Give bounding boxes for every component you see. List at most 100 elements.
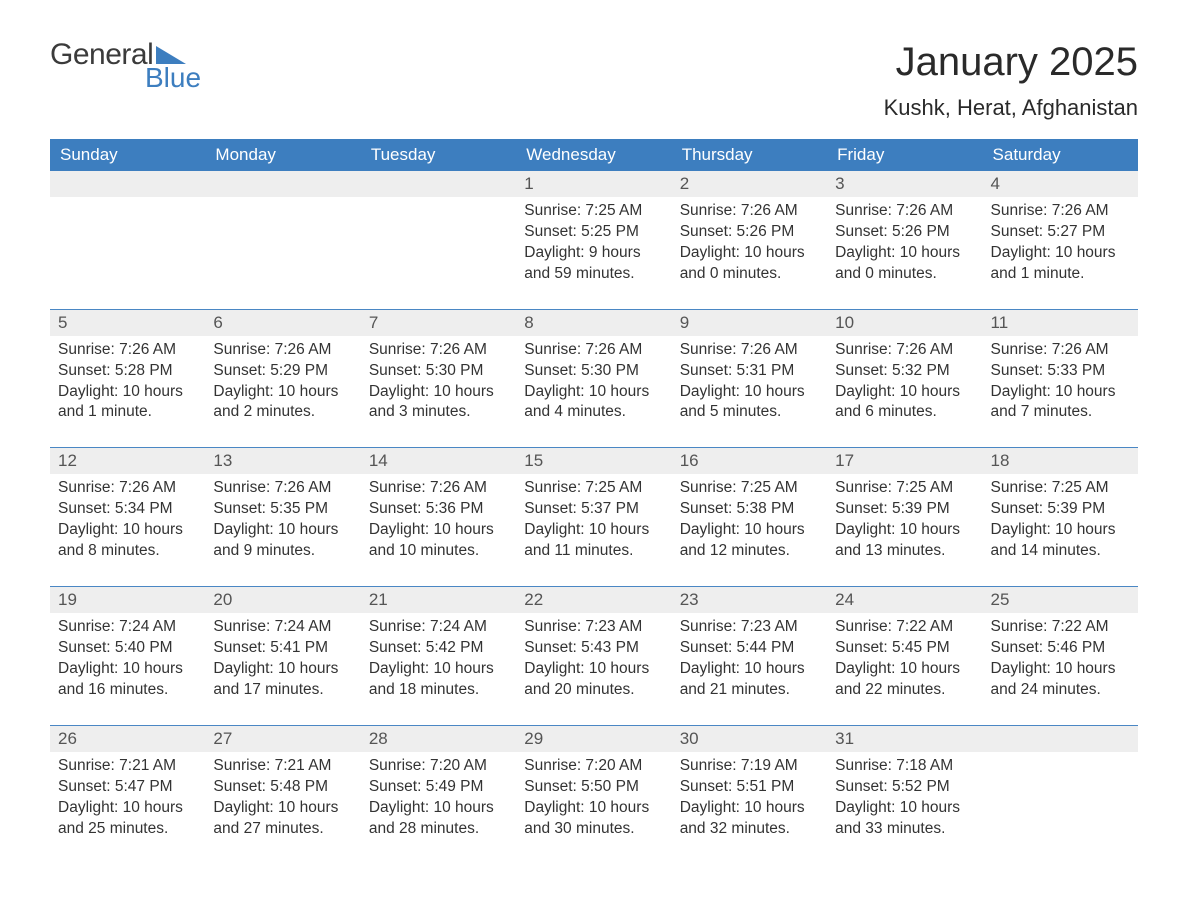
day-dl1-text: Daylight: 10 hours — [369, 659, 508, 680]
calendar-day-cell: 26Sunrise: 7:21 AMSunset: 5:47 PMDayligh… — [50, 725, 205, 863]
calendar-day-cell: 21Sunrise: 7:24 AMSunset: 5:42 PMDayligh… — [361, 587, 516, 726]
day-sunset-text: Sunset: 5:28 PM — [58, 361, 197, 382]
day-body: Sunrise: 7:26 AMSunset: 5:35 PMDaylight:… — [205, 474, 360, 562]
calendar-week-row: 5Sunrise: 7:26 AMSunset: 5:28 PMDaylight… — [50, 309, 1138, 448]
day-dl1-text: Daylight: 10 hours — [213, 520, 352, 541]
day-number: 9 — [672, 310, 827, 336]
day-body: Sunrise: 7:21 AMSunset: 5:48 PMDaylight:… — [205, 752, 360, 840]
day-number: 11 — [983, 310, 1138, 336]
day-number: 17 — [827, 448, 982, 474]
day-number: 27 — [205, 726, 360, 752]
day-number: 6 — [205, 310, 360, 336]
logo-text-general: General — [50, 40, 153, 70]
day-number: 16 — [672, 448, 827, 474]
page-header: General Blue January 2025 Kushk, Herat, … — [50, 40, 1138, 121]
day-number: 18 — [983, 448, 1138, 474]
calendar-day-cell: 6 Sunrise: 7:26 AMSunset: 5:29 PMDaylight… — [205, 309, 360, 448]
day-dl2-text: and 28 minutes. — [369, 819, 508, 840]
calendar-day-cell — [361, 171, 516, 309]
calendar-day-cell: 23Sunrise: 7:23 AMSunset: 5:44 PMDayligh… — [672, 587, 827, 726]
day-dl1-text: Daylight: 10 hours — [213, 382, 352, 403]
calendar-day-cell: 18 Sunrise: 7:25 AMSunset: 5:39 PMDayligh… — [983, 448, 1138, 587]
calendar-day-cell — [205, 171, 360, 309]
day-dl1-text: Daylight: 10 hours — [991, 520, 1130, 541]
calendar-day-cell: 13Sunrise: 7:26 AMSunset: 5:35 PMDayligh… — [205, 448, 360, 587]
day-body: Sunrise: 7:20 AMSunset: 5:49 PMDaylight:… — [361, 752, 516, 840]
day-sunrise-text: Sunrise: 7:26 AM — [58, 340, 197, 361]
day-number-empty — [361, 171, 516, 197]
day-dl2-text: and 27 minutes. — [213, 819, 352, 840]
calendar-day-cell: 9Sunrise: 7:26 AMSunset: 5:31 PMDaylight… — [672, 309, 827, 448]
day-dl2-text: and 0 minutes. — [680, 264, 819, 285]
day-sunrise-text: Sunrise: 7:21 AM — [213, 756, 352, 777]
day-body: Sunrise: 7:22 AMSunset: 5:46 PMDaylight:… — [983, 613, 1138, 701]
logo-text-blue: Blue — [145, 64, 201, 92]
day-dl1-text: Daylight: 10 hours — [680, 798, 819, 819]
day-number: 24 — [827, 587, 982, 613]
day-dl2-text: and 9 minutes. — [213, 541, 352, 562]
day-sunrise-text: Sunrise: 7:20 AM — [524, 756, 663, 777]
day-number: 30 — [672, 726, 827, 752]
day-body: Sunrise: 7:22 AMSunset: 5:45 PMDaylight:… — [827, 613, 982, 701]
day-number: 7 — [361, 310, 516, 336]
day-sunrise-text: Sunrise: 7:22 AM — [991, 617, 1130, 638]
day-number: 29 — [516, 726, 671, 752]
day-body: Sunrise: 7:21 AMSunset: 5:47 PMDaylight:… — [50, 752, 205, 840]
day-body: Sunrise: 7:26 AMSunset: 5:28 PMDaylight:… — [50, 336, 205, 424]
calendar-day-cell: 29Sunrise: 7:20 AMSunset: 5:50 PMDayligh… — [516, 725, 671, 863]
day-sunset-text: Sunset: 5:50 PM — [524, 777, 663, 798]
day-body: Sunrise: 7:26 AMSunset: 5:30 PMDaylight:… — [516, 336, 671, 424]
calendar-day-cell: 24Sunrise: 7:22 AMSunset: 5:45 PMDayligh… — [827, 587, 982, 726]
day-body: Sunrise: 7:24 AMSunset: 5:41 PMDaylight:… — [205, 613, 360, 701]
day-number: 3 — [827, 171, 982, 197]
weekday-header: Thursday — [672, 139, 827, 171]
day-dl2-text: and 0 minutes. — [835, 264, 974, 285]
page-subtitle: Kushk, Herat, Afghanistan — [884, 95, 1138, 121]
day-dl2-text: and 8 minutes. — [58, 541, 197, 562]
day-sunset-text: Sunset: 5:37 PM — [524, 499, 663, 520]
calendar-week-row: 19Sunrise: 7:24 AMSunset: 5:40 PMDayligh… — [50, 587, 1138, 726]
day-dl2-text: and 17 minutes. — [213, 680, 352, 701]
calendar-day-cell: 16Sunrise: 7:25 AMSunset: 5:38 PMDayligh… — [672, 448, 827, 587]
day-sunrise-text: Sunrise: 7:25 AM — [991, 478, 1130, 499]
day-body: Sunrise: 7:20 AMSunset: 5:50 PMDaylight:… — [516, 752, 671, 840]
day-dl2-text: and 3 minutes. — [369, 402, 508, 423]
day-dl1-text: Daylight: 10 hours — [58, 382, 197, 403]
day-dl1-text: Daylight: 10 hours — [213, 659, 352, 680]
day-sunset-text: Sunset: 5:38 PM — [680, 499, 819, 520]
day-body: Sunrise: 7:24 AMSunset: 5:40 PMDaylight:… — [50, 613, 205, 701]
day-sunset-text: Sunset: 5:46 PM — [991, 638, 1130, 659]
weekday-header: Friday — [827, 139, 982, 171]
calendar-week-row: 1Sunrise: 7:25 AMSunset: 5:25 PMDaylight… — [50, 171, 1138, 309]
weekday-header: Sunday — [50, 139, 205, 171]
day-dl2-text: and 4 minutes. — [524, 402, 663, 423]
day-dl2-text: and 1 minute. — [991, 264, 1130, 285]
day-dl1-text: Daylight: 10 hours — [369, 520, 508, 541]
day-dl1-text: Daylight: 10 hours — [58, 520, 197, 541]
day-number: 20 — [205, 587, 360, 613]
day-sunrise-text: Sunrise: 7:26 AM — [369, 478, 508, 499]
day-dl2-text: and 16 minutes. — [58, 680, 197, 701]
calendar-tbody: 1Sunrise: 7:25 AMSunset: 5:25 PMDaylight… — [50, 171, 1138, 863]
day-number: 4 — [983, 171, 1138, 197]
day-sunset-text: Sunset: 5:31 PM — [680, 361, 819, 382]
day-body: Sunrise: 7:23 AMSunset: 5:44 PMDaylight:… — [672, 613, 827, 701]
calendar-day-cell: 27Sunrise: 7:21 AMSunset: 5:48 PMDayligh… — [205, 725, 360, 863]
day-sunrise-text: Sunrise: 7:26 AM — [369, 340, 508, 361]
day-dl1-text: Daylight: 10 hours — [991, 659, 1130, 680]
day-dl1-text: Daylight: 10 hours — [524, 798, 663, 819]
weekday-header: Saturday — [983, 139, 1138, 171]
day-sunrise-text: Sunrise: 7:26 AM — [213, 340, 352, 361]
day-sunrise-text: Sunrise: 7:26 AM — [991, 340, 1130, 361]
day-sunset-text: Sunset: 5:30 PM — [369, 361, 508, 382]
day-sunset-text: Sunset: 5:29 PM — [213, 361, 352, 382]
day-number: 1 — [516, 171, 671, 197]
day-body: Sunrise: 7:25 AMSunset: 5:38 PMDaylight:… — [672, 474, 827, 562]
calendar-day-cell: 3Sunrise: 7:26 AMSunset: 5:26 PMDaylight… — [827, 171, 982, 309]
day-sunset-text: Sunset: 5:39 PM — [835, 499, 974, 520]
day-sunset-text: Sunset: 5:39 PM — [991, 499, 1130, 520]
day-dl2-text: and 20 minutes. — [524, 680, 663, 701]
calendar-day-cell: 31Sunrise: 7:18 AMSunset: 5:52 PMDayligh… — [827, 725, 982, 863]
calendar-day-cell: 12Sunrise: 7:26 AMSunset: 5:34 PMDayligh… — [50, 448, 205, 587]
day-dl2-text: and 14 minutes. — [991, 541, 1130, 562]
